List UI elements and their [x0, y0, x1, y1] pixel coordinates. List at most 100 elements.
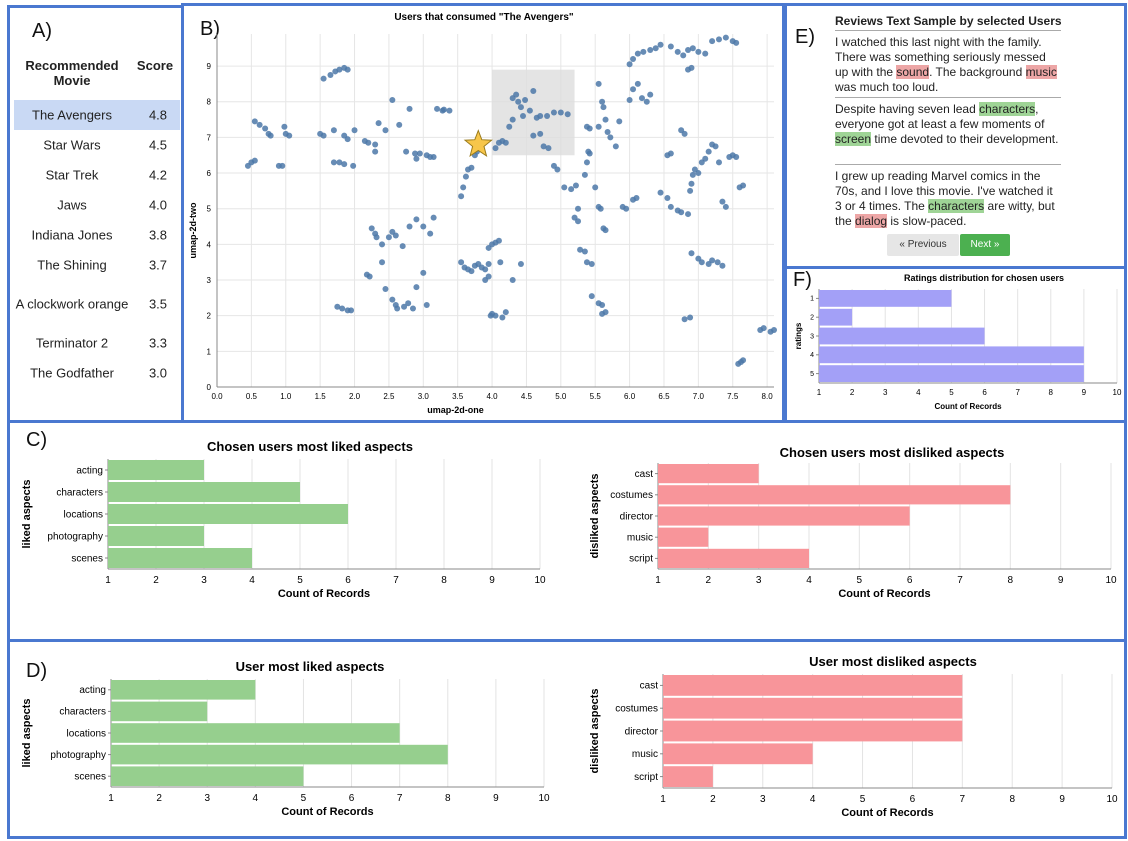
recommendation-row[interactable]: Star Wars 4.5	[14, 130, 180, 160]
scatter-point	[705, 148, 712, 155]
review-segment: I grew up reading Marvel comics in the 7…	[835, 169, 1053, 213]
x-tick-label: 8	[1008, 575, 1014, 586]
x-tick-label: 7	[397, 793, 403, 804]
scatter-point	[517, 104, 524, 111]
scatter-point	[740, 357, 747, 364]
scatter-point	[458, 259, 465, 266]
y-tick-label: scenes	[74, 772, 106, 783]
recommendation-row[interactable]: Jaws 4.0	[14, 190, 180, 220]
scatter-point	[281, 123, 288, 130]
scatter-point	[462, 173, 469, 180]
scatter-point	[509, 116, 516, 123]
previous-button[interactable]: « Previous	[887, 234, 959, 256]
scatter-point	[409, 305, 416, 312]
x-tick-label: 1.0	[280, 392, 292, 401]
scatter-point	[495, 237, 502, 244]
scatter-chart[interactable]: Users that consumed "The Avengers" 0.0 0.5…	[184, 6, 782, 420]
scatter-point	[482, 266, 489, 273]
scatter-point	[602, 116, 609, 123]
y-tick-label: 3	[810, 333, 814, 340]
scatter-point	[339, 305, 346, 312]
recommendation-row[interactable]: Indiana Jones 3.8	[14, 220, 180, 250]
y-tick-label: scenes	[71, 553, 103, 564]
scatter-point	[540, 143, 547, 150]
scatter-point	[719, 262, 726, 269]
scatter-point	[513, 91, 520, 98]
scatter-point	[434, 105, 441, 112]
scatter-point	[581, 248, 588, 255]
scatter-point	[630, 55, 637, 62]
x-tick-label: 6.0	[624, 392, 636, 401]
scatter-point	[460, 184, 467, 191]
scatter-point	[583, 259, 590, 266]
scatter-point	[320, 132, 327, 139]
scatter-point	[251, 118, 258, 125]
scatter-point	[588, 260, 595, 267]
scatter-point	[537, 113, 544, 120]
movie-title: A clockwork orange	[15, 296, 129, 312]
y-tick-label: 1	[207, 347, 212, 356]
scatter-point	[733, 39, 740, 46]
recommendation-row[interactable]: The Avengers 4.8	[14, 100, 180, 130]
x-tick-label: 1	[655, 575, 661, 586]
scatter-point	[506, 123, 513, 130]
x-tick-label: 2	[706, 575, 712, 586]
scatter-point	[251, 157, 258, 164]
scatter-point	[286, 132, 293, 139]
user-aspects-panel: D) User most liked aspects 1 2 3 4 5 6 7 8 9 10 act…	[7, 639, 1127, 839]
scatter-point	[572, 182, 579, 189]
next-button[interactable]: Next »	[960, 234, 1010, 256]
y-tick-label: cast	[635, 469, 654, 480]
scatter-point	[575, 218, 582, 225]
scatter-point	[685, 47, 692, 54]
user-liked-chart: User most liked aspects 1 2 3 4 5 6 7 8 9 10 acting…	[21, 659, 550, 818]
scatter-point	[492, 312, 499, 319]
x-tick-label: 6	[982, 388, 987, 397]
scatter-point	[423, 301, 430, 308]
scatter-point	[640, 48, 647, 55]
scatter-point	[497, 259, 504, 266]
recommendation-panel: A) Recommended Movie Score The Avengers 4…	[7, 5, 184, 423]
panel-label-b: B)	[200, 18, 220, 40]
scatter-point	[586, 125, 593, 132]
y-tick-label: 7	[207, 133, 212, 142]
scatter-point	[446, 107, 453, 114]
scatter-point	[689, 171, 696, 178]
x-tick-label: 2	[153, 575, 159, 586]
bar	[663, 743, 813, 765]
recommendation-row[interactable]: Terminator 2 3.3	[14, 328, 180, 358]
user-disliked-chart: User most disliked aspects 1 2 3 4 5 6 7 8 9 10 cas…	[589, 654, 1118, 819]
recommendation-row[interactable]: The Shining 3.7	[14, 250, 180, 280]
scatter-point	[366, 273, 373, 280]
scatter-point	[372, 141, 379, 148]
scatter-point	[647, 91, 654, 98]
y-tick-label: 1	[810, 296, 814, 303]
x-tick-label: 2	[710, 794, 716, 805]
scatter-point	[678, 209, 685, 216]
recommendation-row[interactable]: Star Trek 4.2	[14, 160, 180, 190]
scatter-point	[634, 50, 641, 57]
x-tick-label: 0.0	[211, 392, 223, 401]
y-tick-label: characters	[56, 487, 103, 498]
x-tick-label: 3	[760, 794, 766, 805]
scatter-point	[492, 145, 499, 152]
review-text: I watched this last night with the famil…	[835, 30, 1061, 95]
scatter-point	[348, 307, 355, 314]
scatter-point	[687, 314, 694, 321]
bar	[819, 365, 1084, 382]
scatter-point	[401, 303, 408, 310]
scatter-point	[604, 129, 611, 136]
y-tick-label: photography	[47, 531, 103, 542]
recommendation-row[interactable]: The Godfather 3.0	[14, 358, 180, 388]
review-segment: is slow-paced.	[887, 214, 967, 228]
review-segment: was much too loud.	[835, 80, 939, 94]
scatter-point	[681, 316, 688, 323]
scatter-point	[382, 127, 389, 134]
review-text: I grew up reading Marvel comics in the 7…	[835, 164, 1061, 229]
x-axis-label: Count of Records	[838, 588, 930, 600]
scatter-point	[702, 50, 709, 57]
chosen-liked-chart: Chosen users most liked aspects 1 2 3 4 5 6 7 8 9…	[21, 439, 546, 600]
scatter-point	[375, 120, 382, 127]
recommendation-row[interactable]: A clockwork orange 3.5	[14, 284, 180, 324]
movie-title: The Godfather	[30, 365, 114, 381]
